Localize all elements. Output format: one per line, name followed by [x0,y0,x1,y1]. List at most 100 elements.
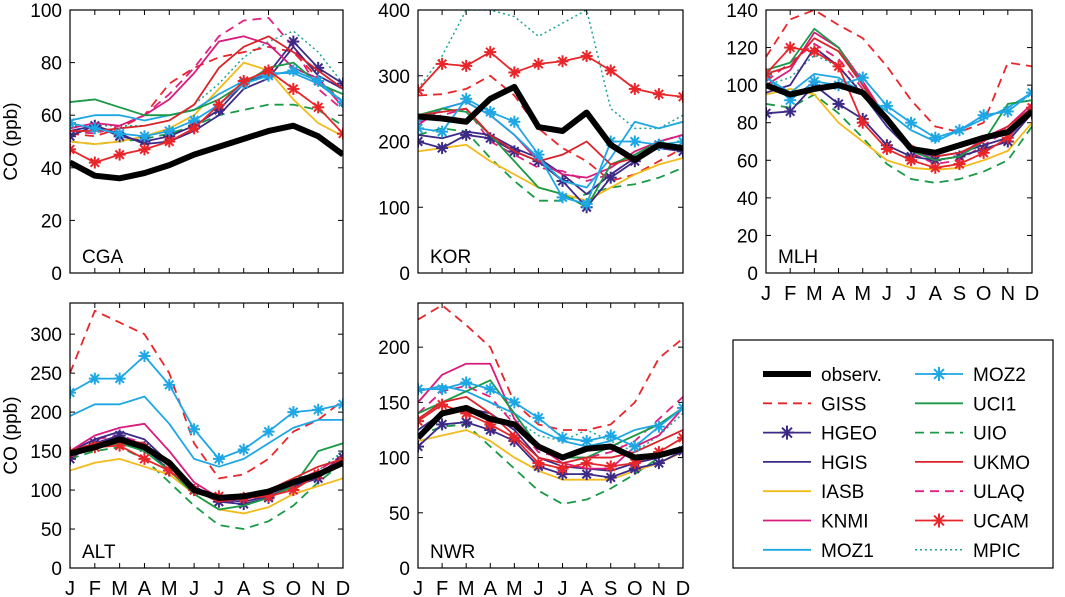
series-point-ucam-stroke [418,419,423,427]
legend-marker-stroke [933,514,945,527]
legend-label: UKMO [973,453,1030,474]
legend-item-ucam: UCAM [915,512,1029,533]
series-point-ucam-stroke [313,102,324,113]
series-point-hgeo [604,471,617,484]
series-line-ulaq [766,42,1032,165]
series-point-moz2-stroke [70,391,75,398]
series-point-moz2 [138,130,151,143]
series-point-moz2 [508,396,521,409]
series-point-ucam [556,462,569,475]
legend-marker [932,367,946,381]
series-point-moz2-stroke [164,126,175,136]
y-axis-label: CO (ppb) [1,102,22,180]
x-tick-label: A [580,578,594,597]
series-point-moz2-stroke [139,131,150,142]
series-point-ucam [604,460,617,473]
series-point-ucam [628,82,641,95]
series-line-uci1 [418,107,683,209]
series-point-ucam-stroke [509,67,520,78]
series-point-moz2-stroke [89,123,100,134]
y-tick-label: 60 [737,151,758,172]
series-point-ucam [237,75,250,88]
series-point-moz2 [929,131,942,144]
series-point-hgeo-stroke [70,457,75,464]
series-point-ucam-stroke [678,95,683,102]
series-point-ucam [138,143,151,156]
series-point-moz2-stroke [1027,91,1032,98]
series-point-ucam [88,156,101,169]
series-point-moz2-stroke [164,379,175,390]
series-point-hgeo [580,468,593,481]
series-line-knmi [766,31,1032,162]
series-point-ucam [604,64,617,77]
x-tick-label: N [311,578,325,597]
series-point-moz2-stroke [678,406,683,413]
legend-label: UCAM [973,512,1029,533]
series-point-moz2 [138,350,151,362]
series-point-ucam-stroke [213,99,224,110]
y-tick-label: 20 [737,226,758,247]
series-point-ucam [212,98,225,111]
series-line-uci1 [70,61,343,117]
series-point-hgeo-stroke [653,458,664,469]
x-tick-label: J [558,578,568,597]
series-point-moz2 [580,435,593,448]
series-point-moz2 [1026,86,1032,99]
site-label: MLH [778,247,818,268]
x-tick-label: O [627,578,643,597]
series-point-ucam-stroke [881,144,892,154]
series-point-moz2-stroke [288,407,299,418]
y-tick-label: 80 [41,54,62,75]
series-point-ucam-stroke [485,47,496,58]
series-point-hgeo-stroke [418,140,423,147]
series-point-hgeo-stroke [70,131,75,138]
series-point-ucam-stroke [809,46,820,57]
series-group [70,309,343,530]
series-point-ucam [929,161,942,174]
x-tick-label: M [806,283,823,305]
legend-item-uci1: UCI1 [915,394,1016,415]
series-point-hgeo-stroke [338,78,343,86]
series-line-giss [766,10,1032,134]
series-point-moz2 [337,96,343,109]
series-point-moz2 [677,135,683,148]
series-line-ucam [418,403,683,470]
site-label: CGA [82,247,124,268]
legend-item-knmi: KNMI [763,512,869,533]
series-point-ucam [532,57,545,70]
series-point-ucam-stroke [533,458,544,469]
series-group [70,16,343,182]
series-point-ucam [532,457,545,470]
x-tick-label: J [413,578,423,597]
series-point-ucam [484,46,497,59]
legend-item-hgeo: HGEO [763,424,877,445]
series-point-ucam [580,50,593,63]
x-tick-label: S [604,578,617,597]
series-point-moz2 [163,124,176,137]
y-tick-label: 50 [389,504,410,525]
y-tick-label: 60 [41,106,62,127]
x-tick-label: N [652,578,666,597]
series-point-moz2 [508,115,521,128]
series-point-moz2 [113,372,126,385]
series-point-ucam-stroke [678,91,683,99]
x-tick-label: O [286,578,302,597]
series-point-moz2 [556,191,569,204]
series-point-ucam-stroke [89,157,100,168]
series-point-ucam-stroke [238,76,249,86]
legend-item-moz2: MOZ2 [915,365,1026,386]
legend-label: MPIC [973,541,1021,562]
series-point-moz2-stroke [857,72,868,83]
series-point-moz2-stroke [809,76,820,87]
series-line-ulaq [70,16,343,135]
x-tick-label: M [506,578,523,597]
series-line-hgis [418,130,683,196]
series-point-hgeo-stroke [485,133,496,144]
x-tick-label: J [533,578,543,597]
x-tick-label: A [929,283,943,305]
series-point-moz2-stroke [678,402,683,410]
series-point-ucam-stroke [629,83,640,94]
series-point-hgeo [766,107,772,120]
